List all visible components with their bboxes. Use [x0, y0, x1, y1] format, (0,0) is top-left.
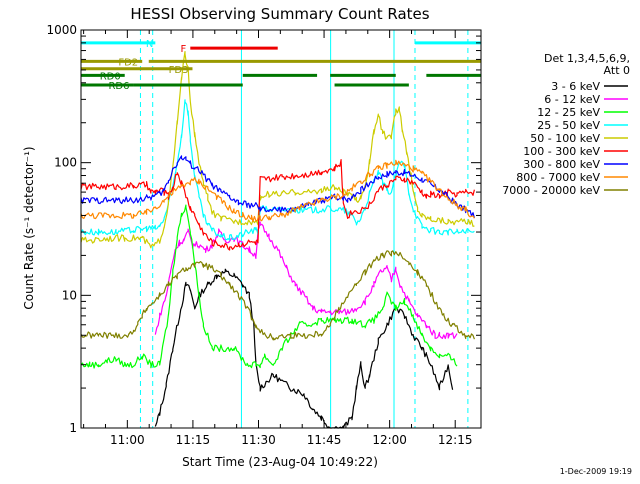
series-line-0: [154, 268, 454, 429]
y-tick-label-1: 10: [62, 288, 77, 302]
legend-header-line-1: Det 1,3,4,5,6,9,: [544, 52, 630, 65]
legend-label-7: 800 - 7000 keV: [516, 171, 600, 184]
x-tick-label-5: 12:15: [438, 433, 473, 447]
y-tick-label-2: 100: [54, 156, 77, 170]
status-bar-label-2: F: [181, 44, 187, 55]
series-line-1: [154, 221, 458, 340]
x-tick-label-1: 11:15: [176, 433, 211, 447]
series-line-6: [80, 155, 475, 219]
series-lines: [80, 51, 475, 429]
legend-label-3: 25 - 50 keV: [537, 119, 600, 132]
legend-label-4: 50 - 100 keV: [530, 132, 600, 145]
x-axis-ticks: 11:00 11:15 11:30 11:45 12:00 12:15: [83, 30, 473, 447]
legend-label-2: 12 - 25 keV: [537, 106, 600, 119]
x-tick-label-3: 11:45: [307, 433, 342, 447]
footer-timestamp: 1-Dec-2009 19:19: [560, 467, 632, 476]
plot-frame: [80, 29, 482, 429]
series-line-3: [80, 99, 475, 241]
series-line-8: [80, 250, 475, 341]
legend-header-line-2: Att 0: [604, 64, 630, 77]
chart-title: HESSI Observing Summary Count Rates: [130, 5, 429, 23]
status-bar-label-5: RD0: [100, 71, 121, 82]
legend-label-1: 6 - 12 keV: [544, 93, 600, 106]
status-bar-label-3: FD2: [118, 57, 138, 68]
legend-label-8: 7000 - 20000 keV: [502, 184, 600, 197]
series-line-5: [80, 159, 475, 251]
legend-label-5: 100 - 300 keV: [523, 145, 600, 158]
legend-label-0: 3 - 6 keV: [551, 80, 600, 93]
y-axis-ticks: 1 10 100 1000: [46, 23, 481, 435]
series-line-2: [80, 204, 458, 369]
x-tick-label-4: 12:00: [372, 433, 407, 447]
x-tick-label-0: 11:00: [110, 433, 145, 447]
series-line-7: [80, 159, 475, 222]
x-axis-label: Start Time (23-Aug-04 10:49:22): [182, 455, 378, 469]
series-line-4: [80, 51, 475, 249]
y-axis-label: Count Rate (s⁻¹ detector⁻¹): [22, 146, 36, 309]
x-tick-label-2: 11:30: [241, 433, 276, 447]
status-bar-label-4: FD3: [169, 65, 189, 76]
y-tick-label-0: 1: [69, 421, 77, 435]
legend-label-6: 300 - 800 keV: [523, 158, 600, 171]
status-bar-label-0: N: [146, 39, 153, 50]
y-tick-label-3: 1000: [46, 23, 77, 37]
status-bar-label-7: RD6: [108, 81, 129, 92]
